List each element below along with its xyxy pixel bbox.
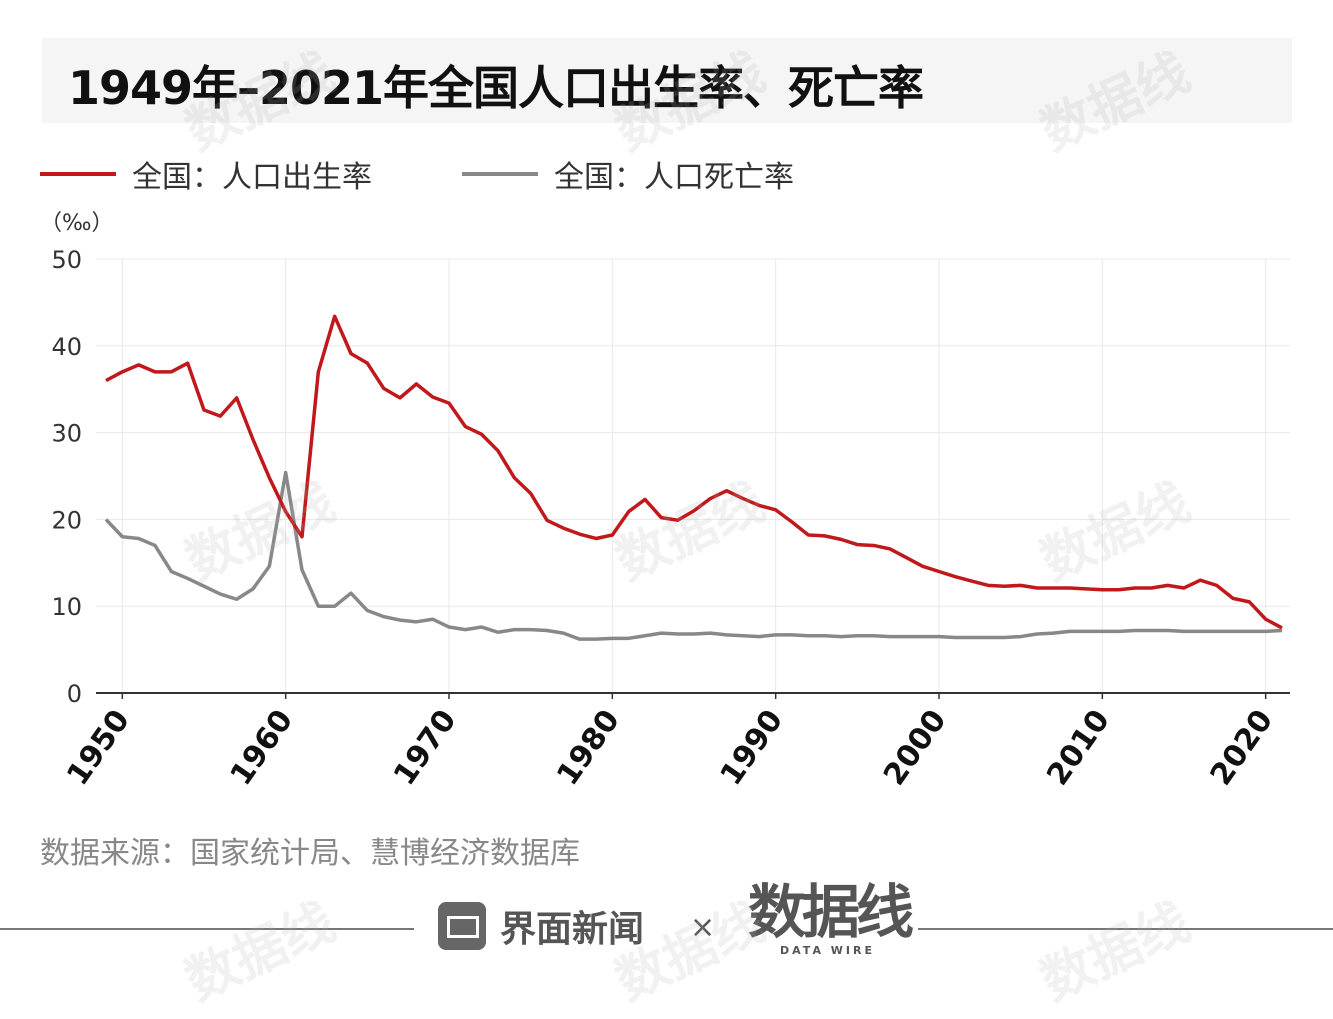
y-tick-label: 10 (51, 593, 82, 621)
y-tick-label: 20 (51, 506, 82, 534)
y-tick-label: 30 (51, 420, 82, 448)
x-tick-label: 2010 (1040, 704, 1117, 792)
legend-item-death: 全国：人口死亡率 (462, 152, 794, 196)
jiemian-logo: 界面新闻 (438, 900, 644, 952)
brand-name: 界面新闻 (500, 909, 645, 950)
x-tick-label: 1950 (60, 704, 137, 792)
death-rate-line (104, 470, 1283, 641)
birth-rate-line (105, 314, 1283, 630)
title-bar: 1949年–2021年全国人口出生率、死亡率 (42, 38, 1292, 123)
x-tick-label: 2000 (877, 704, 954, 792)
y-tick-label: 40 (51, 333, 82, 361)
footer-divider-left (0, 928, 414, 930)
x-tick-label: 1990 (714, 704, 791, 792)
footer-divider-right (918, 928, 1333, 930)
y-tick-label: 0 (67, 680, 82, 708)
legend-label-birth: 全国：人口出生率 (132, 160, 372, 195)
times-sign: × (690, 910, 716, 945)
line-chart: 0 10 20 30 40 50 1950 1960 1970 1980 1990 2000 2010 2… (51, 246, 1290, 792)
legend-swatch-birth (40, 172, 116, 176)
x-tick-label: 1970 (387, 704, 464, 792)
watermark: 数据线 (1031, 892, 1199, 1013)
x-tick-label: 1960 (224, 704, 301, 792)
source-note: 数据来源：国家统计局、慧博经济数据库 (40, 836, 580, 871)
legend-swatch-death (462, 172, 538, 176)
jiemian-logo-icon (438, 902, 486, 950)
y-tick-label: 50 (51, 246, 82, 274)
x-tick-label: 1980 (550, 704, 627, 792)
chart-title: 1949年–2021年全国人口出生率、死亡率 (68, 61, 924, 115)
watermark: 数据线 (176, 892, 344, 1013)
legend-label-death: 全国：人口死亡率 (554, 160, 794, 195)
data-wire-logo-en: DATA WIRE (780, 944, 875, 957)
legend: 全国：人口出生率 全国：人口死亡率 (40, 152, 884, 196)
data-wire-logo: 数据线 DATA WIRE (748, 878, 914, 957)
data-wire-logo-text: 数据线 (748, 878, 914, 946)
y-axis-unit: （‰） (40, 211, 114, 236)
legend-item-birth: 全国：人口出生率 (40, 152, 372, 196)
x-tick-label: 2020 (1204, 704, 1281, 792)
